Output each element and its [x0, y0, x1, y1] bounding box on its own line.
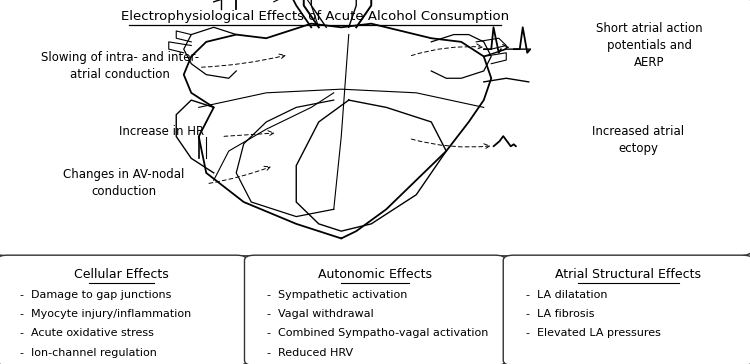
Text: -  Ion-channel regulation: - Ion-channel regulation [20, 348, 156, 358]
FancyBboxPatch shape [503, 255, 750, 364]
Text: -  LA dilatation: - LA dilatation [526, 290, 608, 300]
Text: Slowing of intra- and inter-
atrial conduction: Slowing of intra- and inter- atrial cond… [41, 51, 199, 80]
Text: Increased atrial
ectopy: Increased atrial ectopy [592, 125, 685, 155]
Text: Electrophysiological Effects of Acute Alcohol Consumption: Electrophysiological Effects of Acute Al… [121, 10, 509, 23]
Text: Changes in AV-nodal
conduction: Changes in AV-nodal conduction [63, 168, 184, 198]
FancyBboxPatch shape [244, 255, 506, 364]
Text: Atrial Structural Effects: Atrial Structural Effects [555, 268, 701, 281]
Text: -  LA fibrosis: - LA fibrosis [526, 309, 594, 319]
FancyBboxPatch shape [0, 0, 750, 256]
Text: Short atrial action
potentials and
AERP: Short atrial action potentials and AERP [596, 22, 703, 69]
Text: -  Vagal withdrawal: - Vagal withdrawal [267, 309, 374, 319]
Text: -  Acute oxidative stress: - Acute oxidative stress [20, 328, 153, 339]
Text: -  Elevated LA pressures: - Elevated LA pressures [526, 328, 661, 339]
Text: Increase in HR: Increase in HR [118, 125, 204, 138]
Text: -  Combined Sympatho-vagal activation: - Combined Sympatho-vagal activation [267, 328, 488, 339]
Text: -  Myocyte injury/inflammation: - Myocyte injury/inflammation [20, 309, 190, 319]
Text: -  Damage to gap junctions: - Damage to gap junctions [20, 290, 171, 300]
Text: -  Reduced HRV: - Reduced HRV [267, 348, 353, 358]
FancyBboxPatch shape [0, 255, 247, 364]
Text: -  Sympathetic activation: - Sympathetic activation [267, 290, 407, 300]
Text: Autonomic Effects: Autonomic Effects [318, 268, 432, 281]
Text: Cellular Effects: Cellular Effects [74, 268, 170, 281]
